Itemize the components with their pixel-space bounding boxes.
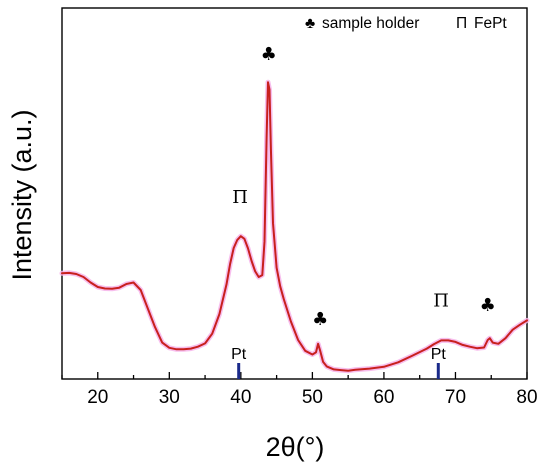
x-tick-label-60: 60: [373, 387, 394, 408]
x-tick-label-20: 20: [87, 387, 108, 408]
sample-holder-peak-marker-1: ♣: [261, 44, 277, 65]
legend-symbol-sample-holder: ♣: [305, 15, 315, 32]
ref-label-pt-0: Pt: [231, 346, 247, 363]
peak-annotations: Π ♣ ♣ Π ♣: [232, 44, 495, 330]
plot-border: [61, 7, 528, 380]
x-tick-label-70: 70: [445, 387, 466, 408]
fept-peak-marker-3: Π: [433, 291, 449, 312]
curve-layer: [59, 79, 530, 374]
x-axis-title: 2θ(°): [266, 432, 325, 462]
ref-label-pt-1: Pt: [431, 346, 447, 363]
legend-label-fept: FePt: [474, 15, 507, 32]
legend-label-sample-holder: sample holder: [322, 15, 419, 32]
x-tick-label-40: 40: [230, 387, 251, 408]
y-axis-title: Intensity (a.u.): [7, 109, 37, 280]
plot-frame: [61, 7, 528, 380]
x-tick-label-80: 80: [516, 387, 537, 408]
fept-peak-marker-0: Π: [232, 187, 248, 208]
series-0-line: [61, 81, 528, 372]
x-axis-ticks: 20 30 40 50 60 70 80: [61, 372, 538, 408]
x-tick-label-50: 50: [302, 387, 323, 408]
series-0-halo: [59, 79, 530, 374]
legend-symbol-fept: Π: [456, 15, 467, 32]
x-tick-label-30: 30: [159, 387, 180, 408]
reference-markers: Pt Pt: [231, 346, 446, 379]
legend: ♣ sample holder Π FePt: [305, 15, 507, 32]
sample-holder-peak-marker-4: ♣: [480, 295, 496, 316]
sample-holder-peak-marker-2: ♣: [312, 309, 328, 330]
